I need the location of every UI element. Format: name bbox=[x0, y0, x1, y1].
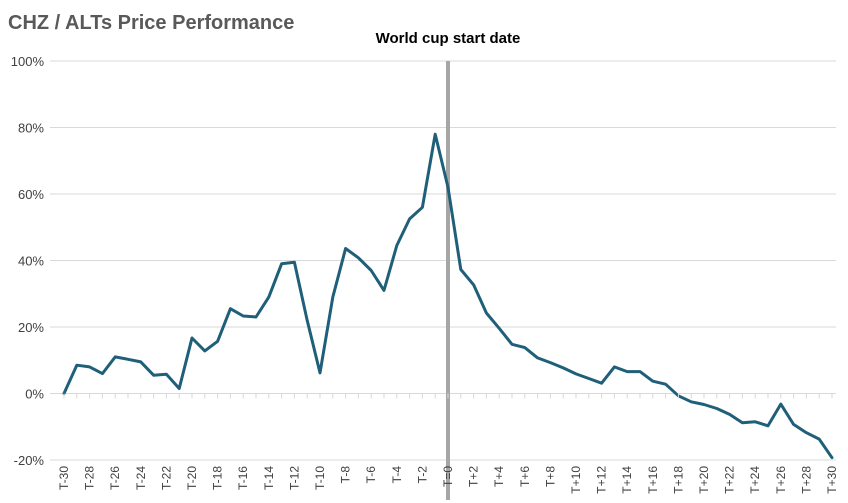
x-tick-label: T+4 bbox=[492, 466, 506, 487]
series-line-0 bbox=[62, 132, 834, 460]
x-tick-label: T-18 bbox=[211, 466, 225, 490]
y-tick-label: 0% bbox=[25, 387, 44, 402]
x-tick-label: T+8 bbox=[543, 466, 557, 487]
x-tick-label: T+30 bbox=[825, 466, 839, 494]
x-tick-label: T-6 bbox=[364, 466, 378, 484]
x-tick-label: T-8 bbox=[339, 466, 353, 484]
world-cup-start-label: World cup start date bbox=[376, 30, 521, 47]
series-layer bbox=[62, 132, 834, 460]
y-tick-label: 20% bbox=[18, 320, 44, 335]
x-tick-label: T+24 bbox=[748, 466, 762, 494]
x-tick-label: T+2 bbox=[467, 466, 481, 487]
x-tick-label: T-10 bbox=[313, 466, 327, 490]
x-tick-label: T+16 bbox=[646, 466, 660, 494]
y-tick-label: 80% bbox=[18, 121, 44, 136]
x-axis: T-30 T-28 T-26 T-24 T-22 T-20 T-18 T-16 T-14 T-12… bbox=[57, 393, 839, 494]
y-tick-label: -20% bbox=[14, 453, 45, 468]
y-tick-label: 100% bbox=[11, 54, 45, 69]
x-tick-label: T+22 bbox=[723, 466, 737, 494]
y-tick-label: 40% bbox=[18, 254, 44, 269]
x-tick-label: T+18 bbox=[671, 466, 685, 494]
x-tick-label: T-28 bbox=[83, 466, 97, 490]
x-tick-label: T+12 bbox=[595, 466, 609, 494]
x-tick-label: T-30 bbox=[57, 466, 71, 490]
x-tick-label: T+6 bbox=[518, 466, 532, 487]
x-tick-label: T-12 bbox=[287, 466, 301, 490]
x-tick-label: T+26 bbox=[774, 466, 788, 494]
x-tick-label: T-22 bbox=[159, 466, 173, 490]
annotation-layer: World cup start date bbox=[376, 30, 521, 500]
x-tick-label: T=0 bbox=[441, 466, 455, 487]
y-tick-label: 60% bbox=[18, 187, 44, 202]
x-tick-label: T-20 bbox=[185, 466, 199, 490]
x-tick-label: T-2 bbox=[415, 466, 429, 484]
x-tick-label: T+20 bbox=[697, 466, 711, 494]
x-tick-label: T+28 bbox=[799, 466, 813, 494]
y-axis: -20% 0% 20% 40% 60% 80% 100% bbox=[11, 54, 45, 468]
x-tick-label: T-26 bbox=[108, 466, 122, 490]
chart-title: CHZ / ALTs Price Performance bbox=[8, 12, 295, 34]
x-tick-label: T-14 bbox=[262, 466, 276, 490]
x-tick-label: T-4 bbox=[390, 466, 404, 484]
x-tick-label: T-24 bbox=[134, 466, 148, 490]
x-tick-label: T+14 bbox=[620, 466, 634, 494]
x-tick-label: T+10 bbox=[569, 466, 583, 494]
gridlines bbox=[50, 60, 836, 461]
x-tick-label: T-16 bbox=[236, 466, 250, 490]
